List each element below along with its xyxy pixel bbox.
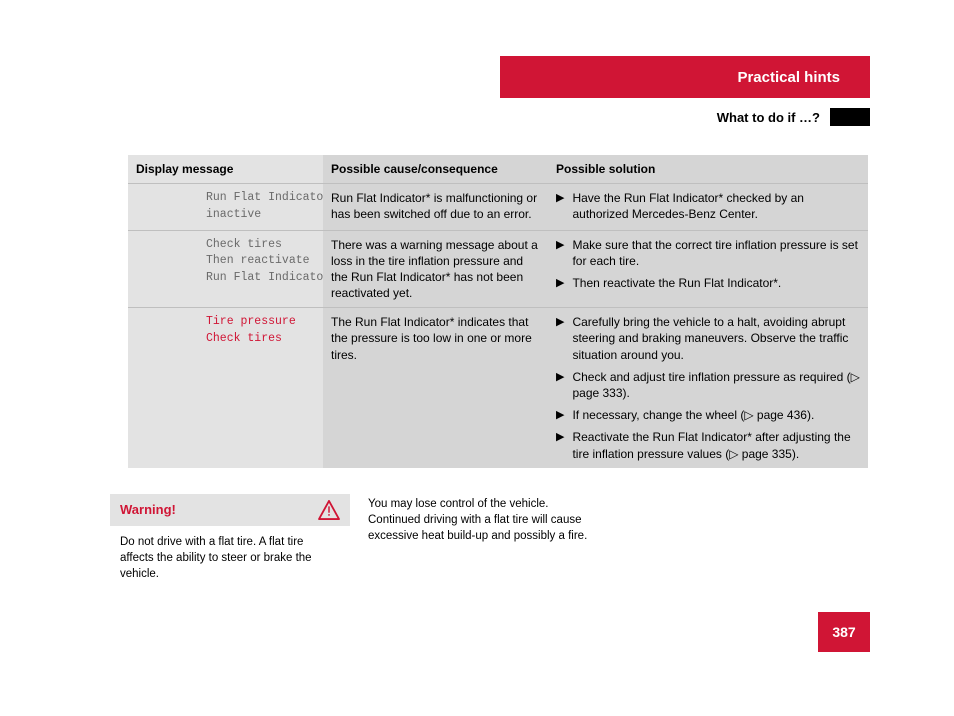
display-message-text: Run Flat Indicator inactive	[206, 190, 315, 223]
bullet-arrow-icon: ▶	[556, 430, 564, 461]
cell-message: Run Flat Indicator inactive	[128, 184, 323, 229]
solution-item: ▶ Have the Run Flat Indicator* checked b…	[556, 190, 860, 222]
display-message-text: Tire pressure Check tires	[206, 314, 315, 347]
cell-message: Tire pressure Check tires	[128, 308, 323, 468]
troubleshoot-table: Display message Possible cause/consequen…	[128, 155, 868, 468]
thumb-index-chip	[830, 108, 870, 126]
cell-solution: ▶ Carefully bring the vehicle to a halt,…	[548, 308, 868, 468]
solution-list: ▶ Have the Run Flat Indicator* checked b…	[556, 190, 860, 222]
solution-text: Check and adjust tire inflation pressure…	[572, 369, 860, 401]
cell-solution: ▶ Make sure that the correct tire inflat…	[548, 231, 868, 308]
sub-heading-row: What to do if …?	[717, 106, 870, 128]
solution-text: Reactivate the Run Flat Indicator* after…	[572, 429, 860, 461]
col-header-cause: Possible cause/consequence	[323, 155, 548, 183]
display-message-text: Check tires Then reactivate Run Flat Ind…	[206, 237, 315, 287]
solution-item: ▶ Reactivate the Run Flat Indicator* aft…	[556, 429, 860, 461]
solution-text: Have the Run Flat Indicator* checked by …	[572, 190, 860, 222]
solution-item: ▶ Make sure that the correct tire inflat…	[556, 237, 860, 269]
col-header-solution: Possible solution	[548, 155, 868, 183]
solution-text: If necessary, change the wheel (▷ page 4…	[572, 407, 860, 423]
cell-message: Check tires Then reactivate Run Flat Ind…	[128, 231, 323, 308]
bullet-arrow-icon: ▶	[556, 315, 564, 363]
solution-text: Carefully bring the vehicle to a halt, a…	[572, 314, 860, 363]
warning-header: Warning!	[110, 494, 350, 526]
solution-list: ▶ Make sure that the correct tire inflat…	[556, 237, 860, 292]
table-row: Run Flat Indicator inactive Run Flat Ind…	[128, 184, 868, 230]
warning-triangle-icon	[318, 500, 340, 520]
cell-cause: Run Flat Indicator* is malfunctioning or…	[323, 184, 548, 229]
warning-box: Warning! Do not drive with a flat tire. …	[110, 494, 350, 582]
warning-body-right: You may lose control of the vehicle. Con…	[368, 494, 598, 582]
solution-item: ▶ Check and adjust tire inflation pressu…	[556, 369, 860, 401]
col-header-message: Display message	[128, 155, 323, 183]
section-tab: Practical hints	[500, 56, 870, 98]
solution-list: ▶ Carefully bring the vehicle to a halt,…	[556, 314, 860, 462]
solution-text: Make sure that the correct tire inflatio…	[572, 237, 860, 269]
sub-heading: What to do if …?	[717, 110, 820, 125]
bullet-arrow-icon: ▶	[556, 238, 564, 269]
page-number: 387	[818, 612, 870, 652]
cell-cause: There was a warning message about a loss…	[323, 231, 548, 308]
table-row: Check tires Then reactivate Run Flat Ind…	[128, 231, 868, 309]
bullet-arrow-icon: ▶	[556, 370, 564, 401]
section-title: Practical hints	[737, 69, 840, 86]
manual-page: Practical hints What to do if …? Display…	[0, 0, 954, 716]
bullet-arrow-icon: ▶	[556, 408, 564, 423]
warning-body-left: Do not drive with a flat tire. A flat ti…	[110, 526, 350, 582]
table-row: Tire pressure Check tires The Run Flat I…	[128, 308, 868, 468]
cell-cause: The Run Flat Indicator* indicates that t…	[323, 308, 548, 468]
solution-text: Then reactivate the Run Flat Indicator*.	[572, 275, 860, 291]
solution-item: ▶ If necessary, change the wheel (▷ page…	[556, 407, 860, 423]
table-header-row: Display message Possible cause/consequen…	[128, 155, 868, 184]
warning-section: Warning! Do not drive with a flat tire. …	[110, 494, 610, 582]
solution-item: ▶ Carefully bring the vehicle to a halt,…	[556, 314, 860, 363]
warning-title: Warning!	[120, 501, 176, 519]
bullet-arrow-icon: ▶	[556, 276, 564, 291]
solution-item: ▶ Then reactivate the Run Flat Indicator…	[556, 275, 860, 291]
bullet-arrow-icon: ▶	[556, 191, 564, 222]
cell-solution: ▶ Have the Run Flat Indicator* checked b…	[548, 184, 868, 229]
